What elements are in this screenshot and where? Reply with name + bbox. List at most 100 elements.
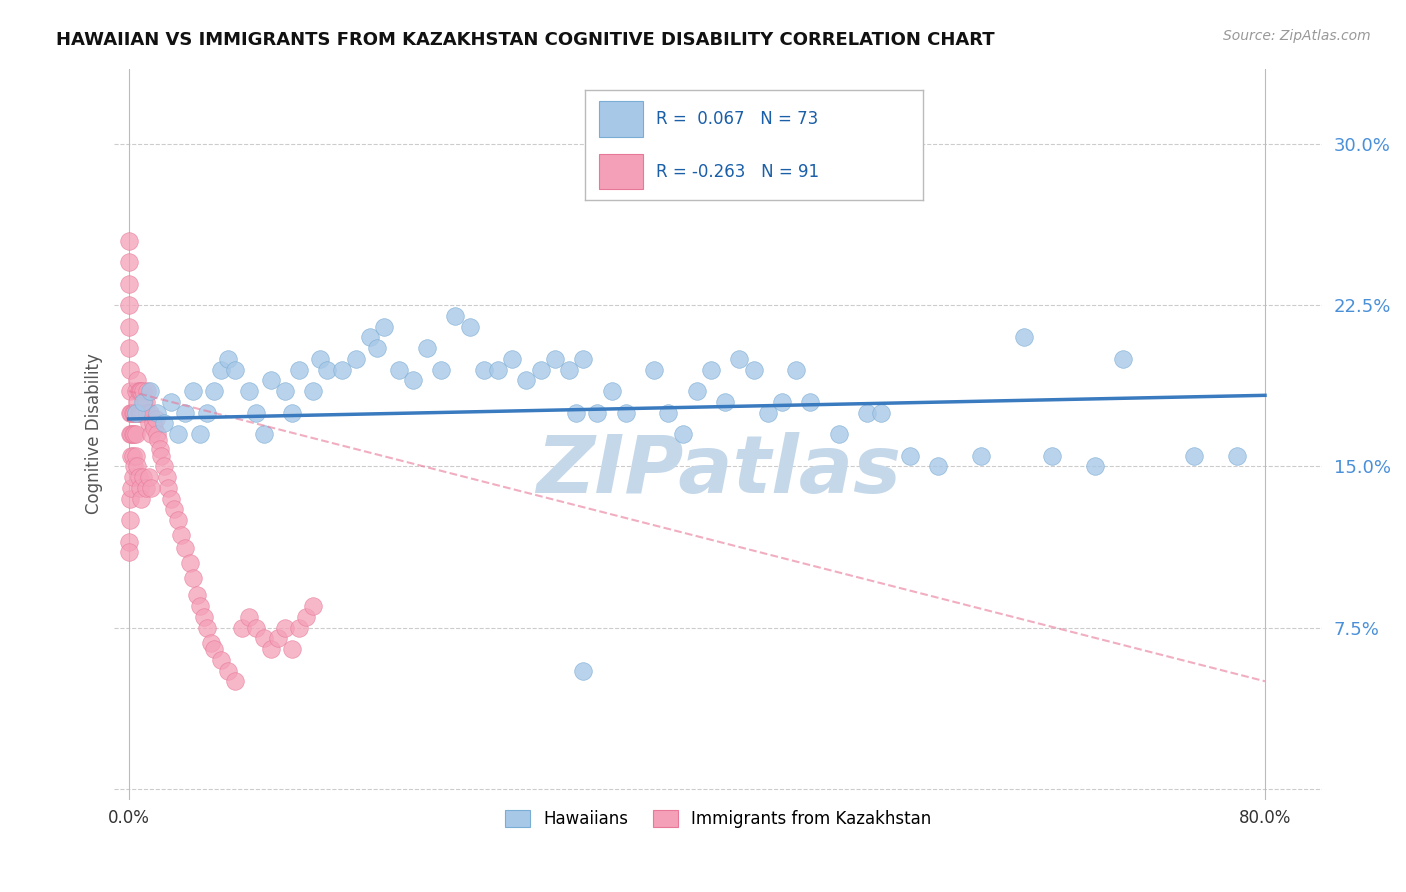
Point — [515, 373, 537, 387]
Point — [200, 635, 222, 649]
Point — [252, 632, 274, 646]
Point — [195, 405, 218, 419]
Point — [373, 319, 395, 334]
Point — [135, 481, 157, 495]
Point — [558, 362, 581, 376]
Point — [430, 362, 453, 376]
Point — [714, 394, 737, 409]
Point — [274, 621, 297, 635]
Point — [188, 427, 211, 442]
Point — [444, 309, 467, 323]
Point — [686, 384, 709, 398]
Point — [1040, 449, 1063, 463]
Point — [125, 405, 148, 419]
Point — [132, 394, 155, 409]
Point — [141, 427, 163, 442]
Point — [122, 405, 145, 419]
Point — [700, 362, 723, 376]
Point — [132, 405, 155, 419]
Point — [127, 373, 149, 387]
Y-axis label: Cognitive Disability: Cognitive Disability — [86, 353, 103, 515]
Point — [118, 513, 141, 527]
Point — [128, 384, 150, 398]
Point — [1226, 449, 1249, 463]
Point — [125, 427, 148, 442]
Point — [132, 470, 155, 484]
Text: HAWAIIAN VS IMMIGRANTS FROM KAZAKHSTAN COGNITIVE DISABILITY CORRELATION CHART: HAWAIIAN VS IMMIGRANTS FROM KAZAKHSTAN C… — [56, 31, 995, 49]
Point — [181, 571, 204, 585]
Point — [129, 405, 152, 419]
Point — [231, 621, 253, 635]
Point — [118, 384, 141, 398]
Point — [856, 405, 879, 419]
Point — [132, 384, 155, 398]
Point — [224, 674, 246, 689]
Point — [131, 491, 153, 506]
Point — [148, 434, 170, 448]
Point — [295, 609, 318, 624]
Point — [122, 427, 145, 442]
Point — [125, 405, 148, 419]
Point — [565, 405, 588, 419]
Point — [1112, 351, 1135, 366]
Point — [128, 405, 150, 419]
Point — [252, 427, 274, 442]
Point — [209, 362, 232, 376]
Point — [131, 384, 153, 398]
Point — [117, 234, 139, 248]
Point — [128, 470, 150, 484]
Point — [129, 384, 152, 398]
Point — [124, 459, 146, 474]
Point — [146, 405, 169, 419]
Point — [120, 449, 142, 463]
Point — [366, 341, 388, 355]
Point — [238, 609, 260, 624]
Point — [117, 534, 139, 549]
Point — [202, 642, 225, 657]
Point — [302, 599, 325, 613]
Point — [274, 384, 297, 398]
Point — [898, 449, 921, 463]
Point — [402, 373, 425, 387]
Point — [139, 405, 162, 419]
Point — [174, 405, 197, 419]
Point — [1012, 330, 1035, 344]
Point — [600, 384, 623, 398]
Point — [217, 664, 239, 678]
Point — [163, 502, 186, 516]
Point — [129, 481, 152, 495]
Point — [117, 255, 139, 269]
Point — [302, 384, 325, 398]
Point — [179, 556, 201, 570]
Point — [157, 481, 180, 495]
Point — [170, 528, 193, 542]
Point — [501, 351, 523, 366]
Point — [120, 427, 142, 442]
Point — [120, 481, 142, 495]
Point — [309, 351, 332, 366]
Point — [118, 362, 141, 376]
Point — [267, 632, 290, 646]
Point — [136, 405, 159, 419]
Point — [238, 384, 260, 398]
Point — [1182, 449, 1205, 463]
Point — [188, 599, 211, 613]
Point — [117, 319, 139, 334]
Point — [1083, 459, 1105, 474]
Point — [614, 405, 637, 419]
Point — [131, 405, 153, 419]
Point — [149, 442, 172, 456]
Point — [529, 362, 551, 376]
Point — [799, 394, 821, 409]
Point — [156, 470, 179, 484]
Point — [458, 319, 481, 334]
Point — [785, 362, 807, 376]
Point — [359, 330, 381, 344]
Point — [344, 351, 367, 366]
Point — [870, 405, 893, 419]
Point — [117, 298, 139, 312]
Point — [260, 642, 283, 657]
Point — [202, 384, 225, 398]
Point — [138, 470, 160, 484]
Point — [245, 405, 267, 419]
